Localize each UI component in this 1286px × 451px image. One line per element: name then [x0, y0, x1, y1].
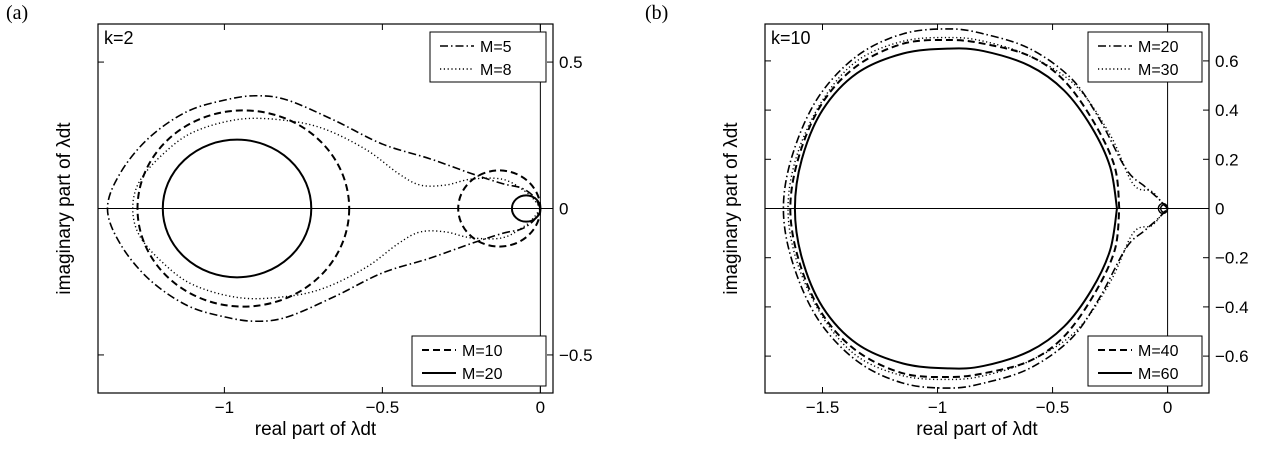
y-axis-label: imaginary part of λdt — [721, 122, 742, 295]
series-m-10-circle-1 — [136, 109, 351, 308]
legend-top-right: M=20 M=30 — [1087, 31, 1203, 83]
y-tick-label: 0.5 — [559, 53, 583, 72]
series-m-60-curve — [793, 47, 1118, 370]
series-group — [782, 28, 1169, 389]
legend-box — [1087, 31, 1203, 83]
legend-label: M=60 — [1138, 366, 1179, 383]
y-tick-label: −0.6 — [1215, 347, 1249, 366]
series-m-60-inner-circle — [1159, 204, 1169, 213]
legend-label: M=8 — [480, 62, 512, 79]
legend-label: M=40 — [1138, 343, 1179, 360]
x-tick-label: 0 — [536, 398, 545, 417]
x-tick-label: −0.5 — [1036, 398, 1070, 417]
panel-b-tag: (b) — [645, 2, 669, 24]
legend-bottom-right: M=40 M=60 — [1087, 335, 1203, 387]
series-m-40-curve — [789, 38, 1121, 379]
x-axis-label: real part of λdt — [255, 419, 377, 440]
legend-label: M=20 — [1138, 39, 1179, 56]
legend-label: M=5 — [480, 39, 512, 56]
k-annotation: k=2 — [104, 28, 134, 48]
y-tick-label: −0.5 — [559, 346, 593, 365]
legend-bottom-right: M=10 M=20 — [411, 335, 547, 387]
series-m-20-circle-1 — [161, 138, 313, 279]
legend-top-right: M=5M=8 — [429, 31, 547, 83]
legend-box — [411, 335, 547, 387]
series-m-20-circle-2 — [510, 194, 542, 223]
panel-a: (a) −1 −0.5 0 −0.5 0 0.5 real part of λdt imagi… — [6, 2, 593, 440]
x-axis-label: real part of λdt — [916, 419, 1038, 440]
legend-label: M=10 — [462, 343, 503, 360]
y-tick-label: −0.4 — [1215, 298, 1249, 317]
series-m-5-curve — [106, 94, 542, 323]
y-tick-label: 0.2 — [1215, 150, 1239, 169]
x-tick-label: −0.5 — [366, 398, 400, 417]
legend-label: M=30 — [1138, 62, 1179, 79]
stability-chart-k2: −1 −0.5 0 −0.5 0 0.5 real part of λdt imaginary… — [54, 23, 593, 440]
legend-label: M=20 — [462, 366, 503, 383]
y-tick-label: 0 — [1215, 200, 1224, 219]
panel-b: (b) −1.5 −1 −0.5 0 −0.6 −0.4 −0.2 0 0.2 0.4 0.6 rea… — [643, 0, 1286, 451]
x-tick-label: −1 — [928, 398, 947, 417]
y-tick-label: −0.2 — [1215, 249, 1249, 268]
series-group — [106, 94, 542, 323]
x-tick-label: −1.5 — [806, 398, 840, 417]
y-axis-label: imaginary part of λdt — [54, 122, 75, 295]
panel-a-tag: (a) — [6, 2, 29, 24]
stability-chart-k10: −1.5 −1 −0.5 0 −0.6 −0.4 −0.2 0 0.2 0.4 0.6 real pa… — [721, 23, 1249, 440]
x-tick-label: −1 — [215, 398, 234, 417]
y-tick-label: 0.4 — [1215, 101, 1239, 120]
y-tick-label: 0.6 — [1215, 52, 1239, 71]
y-tick-label: 0 — [559, 200, 568, 219]
x-tick-label: 0 — [1163, 398, 1172, 417]
k-annotation: k=10 — [771, 28, 811, 48]
legend-box — [429, 31, 547, 83]
legend-box — [1087, 335, 1203, 387]
series-m-8-curve — [132, 117, 542, 300]
